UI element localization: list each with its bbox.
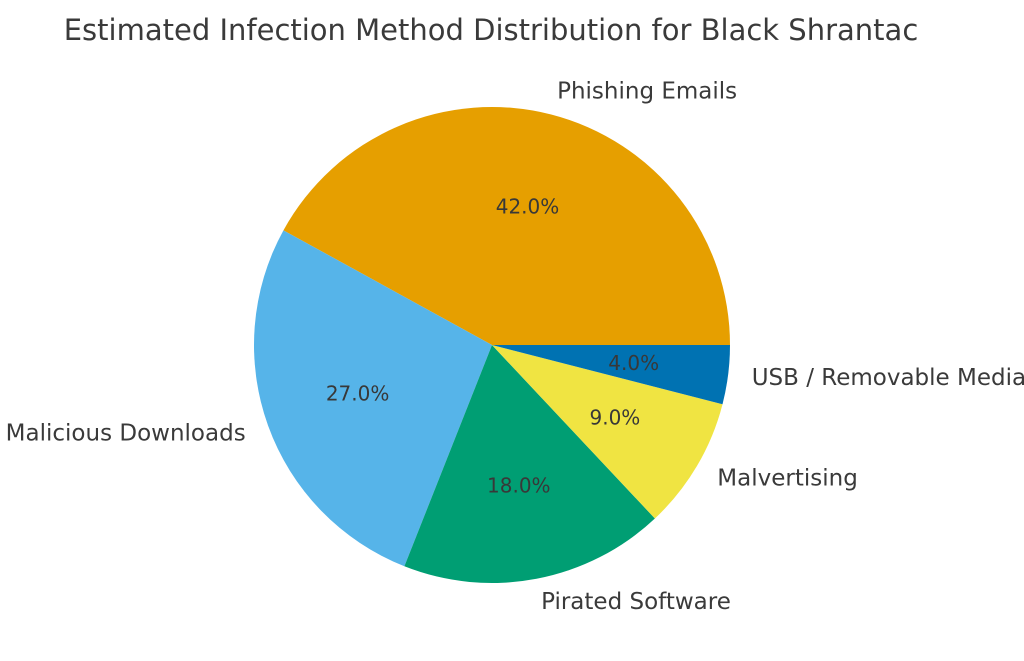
slice-label-phishing-emails: Phishing Emails xyxy=(557,78,737,104)
slice-label-malvertising: Malvertising xyxy=(717,465,858,491)
slice-percent-usb-removable-media: 4.0% xyxy=(608,351,659,375)
pie-slice-phishing-emails xyxy=(283,106,730,346)
slice-percent-pirated-software: 18.0% xyxy=(487,473,551,497)
slice-percent-phishing-emails: 42.0% xyxy=(496,195,560,219)
pie-slice-pirated-software xyxy=(404,345,655,583)
slice-label-pirated-software: Pirated Software xyxy=(541,589,731,615)
slice-label-usb-removable-media: USB / Removable Media xyxy=(752,365,1024,391)
pie-wedges-group: 42.0% Phishing Emails 27.0% Malicious Downl… xyxy=(6,78,1024,615)
pie-slice-malvertising xyxy=(492,345,723,519)
pie-slice-malicious-downloads xyxy=(253,230,492,567)
slice-percent-malvertising: 9.0% xyxy=(589,406,640,430)
pie-slice-usb-removable-media xyxy=(492,345,730,405)
slice-label-malicious-downloads: Malicious Downloads xyxy=(6,421,246,447)
chart-title: Estimated Infection Method Distribution … xyxy=(64,13,919,47)
slice-percent-malicious-downloads: 27.0% xyxy=(326,381,390,405)
